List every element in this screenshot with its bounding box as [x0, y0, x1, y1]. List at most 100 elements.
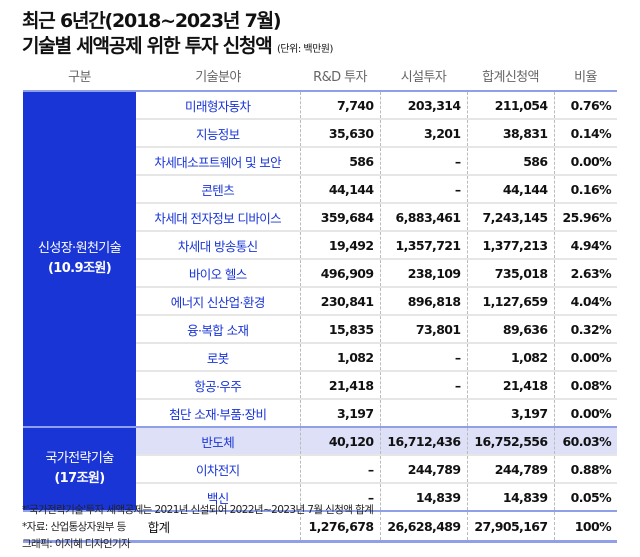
value-cell: 0.14%: [553, 119, 617, 148]
tech-field: 미래형자동차: [136, 91, 300, 120]
table-row: 차세대 전자정보 디바이스 359,684 6,883,461 7,243,145 25…: [23, 203, 617, 232]
source: *자료: 산업통상자원부 등: [22, 521, 126, 533]
value-cell: 7,740: [299, 91, 380, 120]
value-cell: 1,082: [466, 343, 554, 372]
table-row: 로봇 1,082–1,082 0.00%: [23, 343, 617, 372]
table-row: 이차전지 –244,789 244,789 0.88%: [23, 455, 617, 484]
tech-field: 이차전지: [136, 455, 300, 484]
value-cell: 16,752,556: [466, 427, 554, 456]
column-header: 기술분야: [136, 60, 300, 92]
column-header: R&D 투자: [300, 60, 380, 92]
table-row: 첨단 소재·부품·장비 3,197 3,197 0.00%: [23, 399, 617, 428]
value-cell: –: [379, 147, 467, 176]
table-row: 지능정보 35,630 3,201 38,831 0.14%: [23, 119, 617, 148]
value-cell: 496,909: [299, 259, 380, 288]
value-cell: 19,492: [299, 231, 380, 260]
value-cell: 238,109: [379, 259, 467, 288]
value-cell: 15,835: [299, 315, 380, 344]
value-cell: 203,314: [379, 91, 467, 120]
value-cell: 6,883,461: [379, 203, 467, 232]
tech-field: 차세대소프트웨어 및 보안: [136, 147, 300, 176]
table-row: 차세대소프트웨어 및 보안 586–586 0.00%: [23, 147, 617, 176]
value-cell: 21,418: [466, 371, 554, 400]
value-cell: 359,684: [299, 203, 380, 232]
value-cell: 40,120: [299, 427, 380, 456]
value-cell: 89,636: [466, 315, 554, 344]
value-cell: 0.88%: [553, 455, 617, 484]
unit-label: (단위: 백만원): [277, 44, 333, 55]
table-row: 바이오 헬스 496,909 238,109 735,018 2.63%: [23, 259, 617, 288]
data-table: 구분 기술분야 R&D 투자 시설투자 합계신청액 비율 신성장·원천기술 (10.9조원)…: [23, 60, 617, 543]
value-cell: 0.76%: [553, 91, 617, 120]
value-cell: 3,197: [299, 399, 380, 428]
value-cell: 244,789: [379, 455, 467, 484]
credit: 그래픽: 이지혜 디자인기자: [22, 538, 131, 550]
value-cell: 244,789: [466, 455, 554, 484]
table-row: 에너지 신산업·환경 230,841 896,818 1,127,659 4.04%: [23, 287, 617, 316]
table-row: 국가전략기술 (17조원) 반도체 40,120 16,712,436 16,752,55…: [23, 427, 617, 512]
table-row: 항공·우주 21,418–21,418 0.08%: [23, 371, 617, 400]
value-cell: 1,127,659: [466, 287, 554, 316]
tech-field: 융·복합 소재: [136, 315, 300, 344]
table-row: 백신 –14,839 14,839 0.05%: [23, 483, 617, 512]
value-cell: 1,357,721: [379, 231, 467, 260]
tech-field: 반도체: [136, 427, 300, 456]
group-name: 신성장·원천기술: [37, 241, 122, 256]
group-amount: (17조원): [54, 471, 105, 486]
value-cell: 14,839: [466, 483, 554, 512]
value-cell: 211,054: [466, 91, 554, 120]
value-cell: 1,377,213: [466, 231, 554, 260]
value-cell: 44,144: [299, 175, 380, 204]
value-cell: 3,197: [466, 399, 554, 428]
tech-field: 에너지 신산업·환경: [136, 287, 300, 316]
value-cell: 25.96%: [553, 203, 617, 232]
tech-field: 차세대 방송통신: [136, 231, 300, 260]
column-header: 시설투자: [380, 60, 467, 92]
value-cell: –: [299, 455, 380, 484]
value-cell: 60.03%: [553, 427, 617, 456]
total-row: 합계 1,276,678 26,628,489 27,905,167 100%: [23, 511, 617, 543]
value-cell: 0.05%: [553, 483, 617, 512]
tech-field: 항공·우주: [136, 371, 300, 400]
value-cell: –: [379, 343, 467, 372]
value-cell: 0.00%: [553, 399, 617, 428]
value-cell: 586: [299, 147, 380, 176]
tech-field: 첨단 소재·부품·장비: [136, 399, 300, 428]
total-value: 26,628,489: [379, 511, 467, 543]
value-cell: –: [299, 483, 380, 512]
group-name: 국가전략기술: [45, 451, 114, 466]
total-value: 27,905,167: [466, 511, 554, 543]
group-label: 신성장·원천기술 (10.9조원): [23, 91, 136, 428]
total-value: 1,276,678: [299, 511, 380, 543]
value-cell: 7,243,145: [466, 203, 554, 232]
value-cell: [379, 399, 467, 428]
table-row: 신성장·원천기술 (10.9조원) 미래형자동차 7,740 203,314 211,05…: [23, 91, 617, 428]
tech-field: 백신: [136, 483, 300, 512]
column-header: 구분: [23, 60, 136, 92]
group-amount: (10.9조원): [47, 261, 112, 276]
table-row: 차세대 방송통신 19,492 1,357,721 1,377,213 4.94%: [23, 231, 617, 260]
title-text: 기술별 세액공제 위한 투자 신청액: [22, 35, 273, 57]
value-cell: 735,018: [466, 259, 554, 288]
value-cell: 4.04%: [553, 287, 617, 316]
value-cell: 16,712,436: [379, 427, 467, 456]
value-cell: 21,418: [299, 371, 380, 400]
tech-field: 차세대 전자정보 디바이스: [136, 203, 300, 232]
value-cell: 2.63%: [553, 259, 617, 288]
title-line1: 최근 6년간(2018~2023년 7월): [22, 10, 282, 32]
total-value: 100%: [553, 511, 617, 543]
footnote: *'국가전략기술'투자 세액공제는 2021년 신설되어 2022년~2023년…: [22, 504, 374, 516]
value-cell: 3,201: [379, 119, 467, 148]
value-cell: 35,630: [299, 119, 380, 148]
value-cell: 14,839: [379, 483, 467, 512]
footnotes: *'국가전략기술'투자 세액공제는 2021년 신설되어 2022년~2023년…: [22, 502, 374, 553]
tech-field: 지능정보: [136, 119, 300, 148]
value-cell: 44,144: [466, 175, 554, 204]
value-cell: 38,831: [466, 119, 554, 148]
value-cell: 230,841: [299, 287, 380, 316]
value-cell: 0.32%: [553, 315, 617, 344]
table-row: 융·복합 소재 15,835 73,801 89,636 0.32%: [23, 315, 617, 344]
column-header: 합계신청액: [467, 60, 554, 92]
total-label: 합계: [23, 511, 300, 543]
